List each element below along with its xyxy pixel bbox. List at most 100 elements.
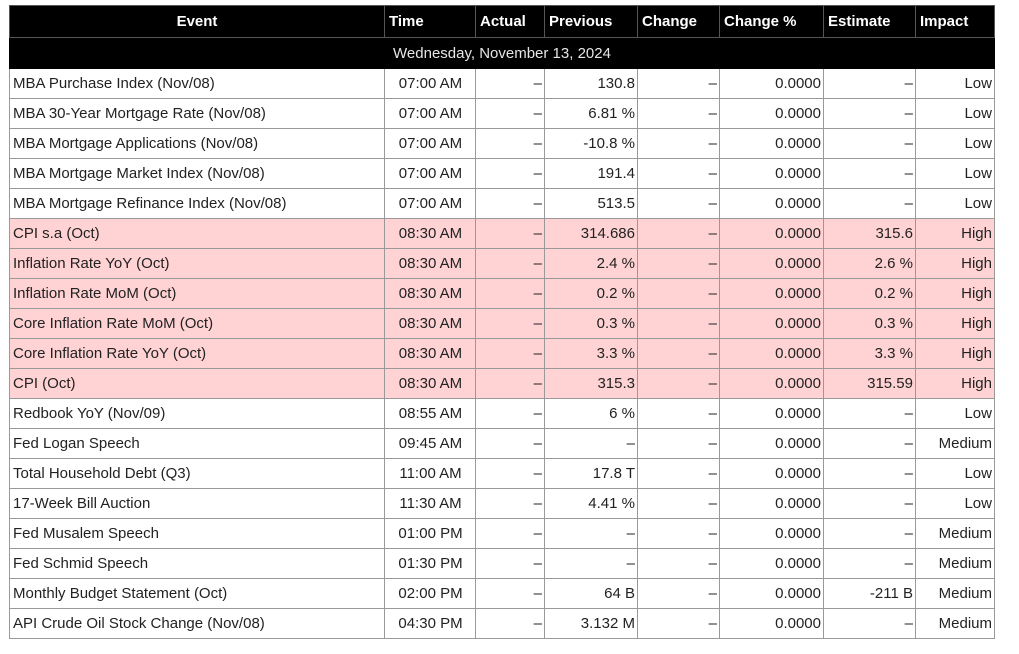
- economic-calendar-table: Event Time Actual Previous Change Change…: [9, 5, 995, 639]
- table-row[interactable]: Fed Logan Speech 09:45 AM – – –0.0000– Medium: [9, 428, 995, 459]
- table-row[interactable]: Fed Schmid Speech 01:30 PM – – –0.0000– Mediu…: [9, 548, 995, 579]
- table-row[interactable]: 17-Week Bill Auction 11:30 AM –4.41 % –0.00…: [9, 488, 995, 519]
- table-row[interactable]: MBA 30-Year Mortgage Rate (Nov/08) 07:00 …: [9, 98, 995, 129]
- impact-cell: High: [915, 248, 995, 279]
- change-pct-cell: 0.0000: [719, 548, 824, 579]
- impact-cell: High: [915, 338, 995, 369]
- event-cell[interactable]: Fed Schmid Speech: [9, 548, 385, 579]
- time-cell: 11:30 AM: [384, 488, 476, 519]
- time-cell: 01:00 PM: [384, 518, 476, 549]
- estimate-cell: 0.2 %: [823, 278, 916, 309]
- change-pct-cell: 0.0000: [719, 608, 824, 639]
- change-pct-cell: 0.0000: [719, 458, 824, 489]
- time-cell: 11:00 AM: [384, 458, 476, 489]
- impact-cell: Medium: [915, 608, 995, 639]
- event-cell[interactable]: CPI s.a (Oct): [9, 218, 385, 249]
- previous-cell: 513.5: [544, 188, 638, 219]
- previous-cell: –: [544, 548, 638, 579]
- change-pct-cell: 0.0000: [719, 278, 824, 309]
- table-row[interactable]: Total Household Debt (Q3) 11:00 AM –17.8 T…: [9, 458, 995, 489]
- column-header-time[interactable]: Time: [384, 5, 476, 38]
- table-row[interactable]: Fed Musalem Speech 01:00 PM – – –0.0000– Medi…: [9, 518, 995, 549]
- estimate-cell: –: [823, 428, 916, 459]
- impact-cell: High: [915, 368, 995, 399]
- actual-cell: –: [475, 428, 545, 459]
- event-cell[interactable]: Core Inflation Rate MoM (Oct): [9, 308, 385, 339]
- time-cell: 07:00 AM: [384, 68, 476, 99]
- actual-cell: –: [475, 548, 545, 579]
- event-cell[interactable]: Monthly Budget Statement (Oct): [9, 578, 385, 609]
- estimate-cell: –: [823, 518, 916, 549]
- event-cell[interactable]: API Crude Oil Stock Change (Nov/08): [9, 608, 385, 639]
- table-row[interactable]: Core Inflation Rate MoM (Oct) 08:30 AM –0.…: [9, 308, 995, 339]
- event-cell[interactable]: Fed Musalem Speech: [9, 518, 385, 549]
- impact-cell: Low: [915, 488, 995, 519]
- table-row[interactable]: MBA Mortgage Refinance Index (Nov/08) 07:…: [9, 188, 995, 219]
- event-cell[interactable]: Inflation Rate YoY (Oct): [9, 248, 385, 279]
- event-cell[interactable]: MBA Mortgage Refinance Index (Nov/08): [9, 188, 385, 219]
- impact-cell: Low: [915, 128, 995, 159]
- event-cell[interactable]: Core Inflation Rate YoY (Oct): [9, 338, 385, 369]
- column-header-change[interactable]: Change: [637, 5, 720, 38]
- change-pct-cell: 0.0000: [719, 248, 824, 279]
- table-row[interactable]: MBA Mortgage Market Index (Nov/08) 07:00 …: [9, 158, 995, 189]
- event-cell[interactable]: Inflation Rate MoM (Oct): [9, 278, 385, 309]
- change-pct-cell: 0.0000: [719, 428, 824, 459]
- event-cell[interactable]: Fed Logan Speech: [9, 428, 385, 459]
- table-row[interactable]: Inflation Rate YoY (Oct) 08:30 AM –2.4 % –0…: [9, 248, 995, 279]
- event-cell[interactable]: MBA Purchase Index (Nov/08): [9, 68, 385, 99]
- actual-cell: –: [475, 398, 545, 429]
- table-row[interactable]: Monthly Budget Statement (Oct) 02:00 PM –6…: [9, 578, 995, 609]
- event-cell[interactable]: Redbook YoY (Nov/09): [9, 398, 385, 429]
- column-header-estimate[interactable]: Estimate: [823, 5, 916, 38]
- table-row[interactable]: Core Inflation Rate YoY (Oct) 08:30 AM –3.…: [9, 338, 995, 369]
- estimate-cell: –: [823, 488, 916, 519]
- event-cell[interactable]: MBA Mortgage Market Index (Nov/08): [9, 158, 385, 189]
- event-cell[interactable]: MBA Mortgage Applications (Nov/08): [9, 128, 385, 159]
- time-cell: 08:55 AM: [384, 398, 476, 429]
- column-header-actual[interactable]: Actual: [475, 5, 545, 38]
- table-row[interactable]: API Crude Oil Stock Change (Nov/08) 04:30…: [9, 608, 995, 639]
- impact-cell: Low: [915, 158, 995, 189]
- change-pct-cell: 0.0000: [719, 338, 824, 369]
- change-cell: –: [637, 98, 720, 129]
- table-row[interactable]: Redbook YoY (Nov/09) 08:55 AM –6 % –0.0000–…: [9, 398, 995, 429]
- change-cell: –: [637, 68, 720, 99]
- time-cell: 08:30 AM: [384, 368, 476, 399]
- column-header-impact[interactable]: Impact: [915, 5, 995, 38]
- estimate-cell: –: [823, 608, 916, 639]
- column-header-event[interactable]: Event: [9, 5, 385, 38]
- impact-cell: High: [915, 218, 995, 249]
- time-cell: 08:30 AM: [384, 338, 476, 369]
- change-cell: –: [637, 158, 720, 189]
- time-cell: 08:30 AM: [384, 278, 476, 309]
- date-group-row: Wednesday, November 13, 2024: [9, 37, 995, 69]
- column-header-previous[interactable]: Previous: [544, 5, 638, 38]
- impact-cell: Low: [915, 398, 995, 429]
- table-row[interactable]: CPI (Oct) 08:30 AM –315.3–0.0000 315.59 High: [9, 368, 995, 399]
- event-cell[interactable]: MBA 30-Year Mortgage Rate (Nov/08): [9, 98, 385, 129]
- table-row[interactable]: MBA Mortgage Applications (Nov/08) 07:00 …: [9, 128, 995, 159]
- change-cell: –: [637, 548, 720, 579]
- previous-cell: 0.3 %: [544, 308, 638, 339]
- change-cell: –: [637, 278, 720, 309]
- table-row[interactable]: CPI s.a (Oct) 08:30 AM –314.686–0.0000 315.…: [9, 218, 995, 249]
- change-cell: –: [637, 578, 720, 609]
- time-cell: 09:45 AM: [384, 428, 476, 459]
- change-pct-cell: 0.0000: [719, 98, 824, 129]
- estimate-cell: –: [823, 548, 916, 579]
- change-cell: –: [637, 188, 720, 219]
- change-cell: –: [637, 248, 720, 279]
- table-row[interactable]: Inflation Rate MoM (Oct) 08:30 AM –0.2 % –0…: [9, 278, 995, 309]
- impact-cell: Low: [915, 458, 995, 489]
- table-row[interactable]: MBA Purchase Index (Nov/08) 07:00 AM –130.…: [9, 68, 995, 99]
- impact-cell: Medium: [915, 548, 995, 579]
- impact-cell: Medium: [915, 518, 995, 549]
- actual-cell: –: [475, 98, 545, 129]
- event-cell[interactable]: 17-Week Bill Auction: [9, 488, 385, 519]
- change-cell: –: [637, 608, 720, 639]
- column-header-change-pct[interactable]: Change %: [719, 5, 824, 38]
- event-cell[interactable]: Total Household Debt (Q3): [9, 458, 385, 489]
- change-cell: –: [637, 338, 720, 369]
- event-cell[interactable]: CPI (Oct): [9, 368, 385, 399]
